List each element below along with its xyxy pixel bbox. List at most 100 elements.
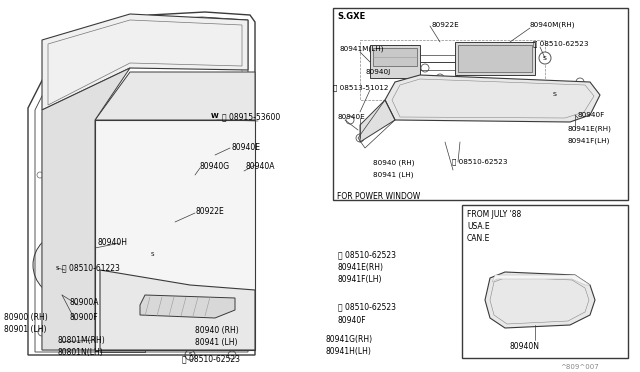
Text: 80940J: 80940J — [366, 69, 391, 75]
Text: W: W — [211, 113, 219, 119]
Text: 80901 (LH): 80901 (LH) — [4, 325, 47, 334]
Bar — [455, 42, 535, 75]
Polygon shape — [95, 72, 255, 120]
Circle shape — [148, 206, 156, 214]
Text: 80940 (RH): 80940 (RH) — [195, 326, 239, 335]
Circle shape — [421, 64, 429, 72]
Bar — [360, 40, 545, 100]
Bar — [370, 45, 420, 78]
Circle shape — [576, 78, 584, 86]
Text: Ⓢ 08510-62523: Ⓢ 08510-62523 — [182, 354, 240, 363]
Text: 80941G(RH): 80941G(RH) — [325, 335, 372, 344]
Text: S: S — [553, 93, 557, 97]
Circle shape — [539, 52, 551, 64]
Bar — [373, 48, 417, 66]
Circle shape — [206, 206, 214, 214]
Circle shape — [208, 109, 222, 123]
Text: 80900 (RH): 80900 (RH) — [4, 313, 48, 322]
Circle shape — [346, 116, 354, 124]
Circle shape — [549, 89, 561, 101]
Text: 80940H: 80940H — [98, 238, 128, 247]
Circle shape — [38, 328, 46, 336]
Text: 80940F: 80940F — [578, 112, 605, 118]
Text: Ⓢ 08510-62523: Ⓢ 08510-62523 — [533, 40, 589, 46]
Bar — [333, 8, 628, 200]
Text: 80900A: 80900A — [70, 298, 99, 307]
Text: S: S — [543, 55, 547, 61]
Bar — [462, 205, 628, 358]
Text: 80922E: 80922E — [432, 22, 460, 28]
Circle shape — [47, 329, 53, 335]
Bar — [100, 130, 242, 200]
Circle shape — [185, 350, 195, 360]
Text: 80941 (LH): 80941 (LH) — [195, 338, 237, 347]
Text: 80940G: 80940G — [200, 162, 230, 171]
Text: 80940M(RH): 80940M(RH) — [530, 22, 575, 29]
Text: 80940F: 80940F — [338, 316, 367, 325]
Text: 80941M(LH): 80941M(LH) — [340, 46, 385, 52]
Circle shape — [551, 91, 559, 99]
Circle shape — [147, 250, 157, 260]
Circle shape — [238, 146, 246, 154]
Text: S: S — [55, 266, 59, 270]
Text: 80941F(LH): 80941F(LH) — [338, 275, 383, 284]
Text: 80801N(LH): 80801N(LH) — [58, 348, 104, 357]
Text: Ⓢ 08510-62523: Ⓢ 08510-62523 — [338, 250, 396, 259]
Text: 80922E: 80922E — [195, 207, 224, 216]
Bar — [458, 45, 532, 72]
Text: Ⓢ 08510-62523: Ⓢ 08510-62523 — [338, 302, 396, 311]
Circle shape — [93, 144, 101, 152]
Circle shape — [93, 216, 101, 224]
Circle shape — [56, 281, 64, 289]
Text: 80940E: 80940E — [337, 114, 365, 120]
Text: Ⓢ 08513-51012: Ⓢ 08513-51012 — [333, 84, 388, 91]
Text: 80941E(RH): 80941E(RH) — [568, 126, 612, 132]
Text: FROM JULY '88: FROM JULY '88 — [467, 210, 521, 219]
Text: CAN.E: CAN.E — [467, 234, 490, 243]
Polygon shape — [485, 272, 595, 328]
Text: FOR POWER WINDOW: FOR POWER WINDOW — [337, 192, 420, 201]
Text: Ⓦ 08915-53600: Ⓦ 08915-53600 — [222, 112, 280, 121]
Circle shape — [33, 233, 97, 297]
Circle shape — [37, 172, 43, 178]
Circle shape — [228, 351, 236, 359]
Text: Ⓢ 08510-62523: Ⓢ 08510-62523 — [452, 158, 508, 164]
Text: 80941F(LH): 80941F(LH) — [568, 138, 611, 144]
Circle shape — [178, 336, 186, 344]
Polygon shape — [42, 14, 248, 110]
Text: 80941 (LH): 80941 (LH) — [373, 172, 413, 179]
Polygon shape — [492, 275, 590, 285]
Circle shape — [238, 206, 246, 214]
Polygon shape — [360, 100, 395, 142]
Text: S.GXE: S.GXE — [337, 12, 365, 21]
Polygon shape — [140, 295, 235, 318]
Text: 80900F: 80900F — [70, 313, 99, 322]
Bar — [50, 220, 90, 275]
Circle shape — [47, 262, 53, 268]
Circle shape — [52, 263, 62, 273]
Text: 80940E: 80940E — [232, 143, 261, 152]
Circle shape — [47, 127, 53, 133]
Circle shape — [436, 74, 444, 82]
Circle shape — [206, 146, 214, 154]
Bar — [100, 210, 175, 250]
Text: 80940N: 80940N — [510, 342, 540, 351]
Circle shape — [571, 111, 579, 119]
Text: S: S — [188, 353, 192, 357]
Text: 80941E(RH): 80941E(RH) — [338, 263, 384, 272]
Text: 80801M(RH): 80801M(RH) — [58, 336, 106, 345]
Text: ^809^007: ^809^007 — [560, 364, 599, 370]
Text: 80940 (RH): 80940 (RH) — [373, 160, 415, 167]
Text: Ⓢ 08510-61223: Ⓢ 08510-61223 — [62, 263, 120, 272]
Text: S: S — [150, 253, 154, 257]
Polygon shape — [95, 120, 255, 350]
Text: 80940A: 80940A — [246, 162, 275, 171]
Circle shape — [148, 136, 156, 144]
Circle shape — [356, 134, 364, 142]
Bar — [100, 335, 145, 352]
Circle shape — [541, 54, 549, 62]
Polygon shape — [100, 270, 255, 350]
Circle shape — [126, 336, 134, 344]
Text: USA.E: USA.E — [467, 222, 490, 231]
Text: 80941H(LH): 80941H(LH) — [325, 347, 371, 356]
